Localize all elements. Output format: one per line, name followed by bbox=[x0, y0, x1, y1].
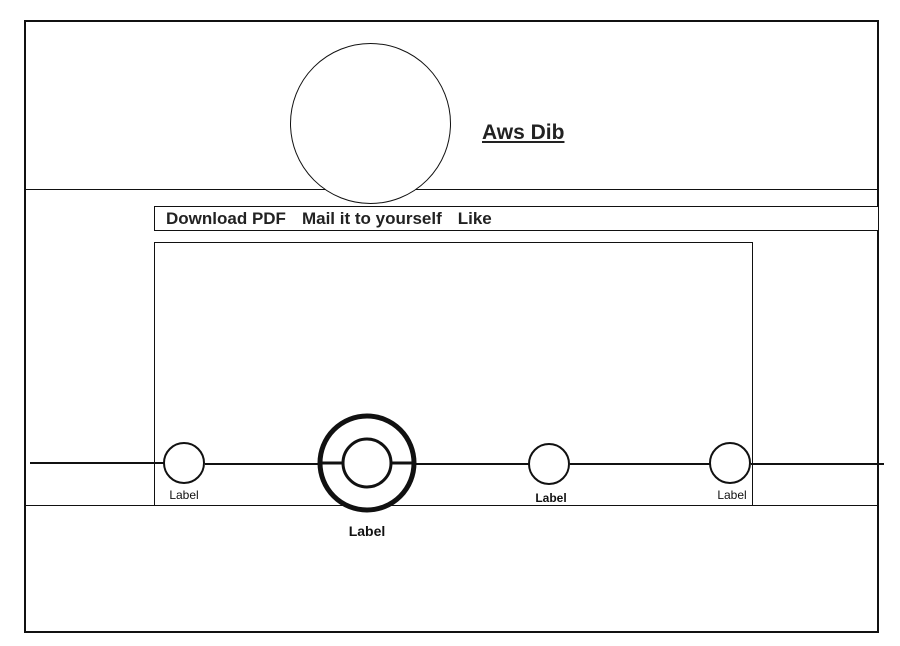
timeline-node-label: Label bbox=[169, 488, 198, 502]
document-viewer bbox=[154, 242, 753, 506]
profile-avatar bbox=[290, 43, 451, 204]
timeline-node-selected[interactable]: Label bbox=[317, 413, 417, 539]
profile-name[interactable]: Aws Dib bbox=[482, 121, 565, 144]
timeline-node-label: Label bbox=[717, 488, 746, 502]
timeline-node[interactable]: Label bbox=[528, 443, 570, 505]
footer-divider bbox=[24, 505, 879, 506]
timeline-node[interactable]: Label bbox=[709, 442, 751, 502]
like-link[interactable]: Like bbox=[457, 208, 492, 228]
timeline-node-circle[interactable] bbox=[528, 443, 570, 485]
page-frame bbox=[24, 20, 879, 633]
actions-bar: Download PDF Mail it to yourself Like bbox=[154, 206, 879, 231]
timeline-node-circle[interactable] bbox=[709, 442, 751, 484]
timeline-node-selected-inner-circle[interactable] bbox=[341, 437, 393, 489]
timeline-node-selected-label: Label bbox=[349, 523, 386, 539]
timeline-node-circle[interactable] bbox=[163, 442, 205, 484]
header-divider bbox=[24, 189, 879, 190]
timeline-node-label: Label bbox=[535, 491, 566, 505]
mail-to-self-link[interactable]: Mail it to yourself bbox=[301, 208, 442, 228]
timeline-node[interactable]: Label bbox=[163, 442, 205, 502]
download-pdf-link[interactable]: Download PDF bbox=[166, 208, 286, 228]
